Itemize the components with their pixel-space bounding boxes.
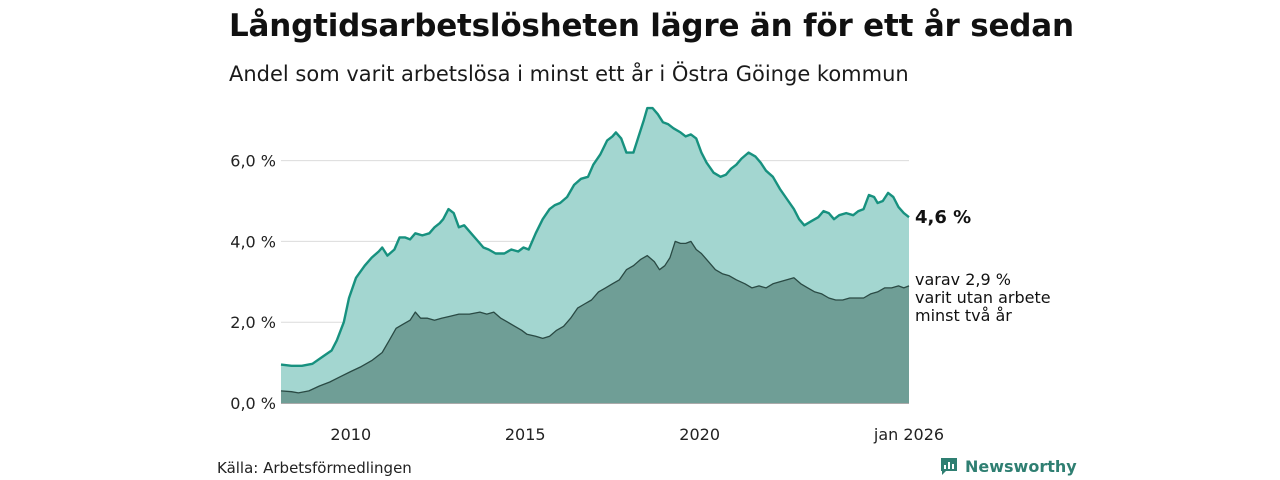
chart-title: Långtidsarbetslösheten lägre än för ett … — [229, 8, 1074, 44]
newsworthy-logo-icon — [941, 458, 957, 475]
chart-areas — [280, 106, 910, 403]
long-value-label-line: varav 2,9 % — [915, 270, 1011, 289]
series-area-long — [281, 241, 909, 403]
series-line-long — [280, 240, 910, 394]
y-axis-ticks: 0,0 % 2,0 % 4,0 % 6,0 % — [230, 152, 276, 413]
x-tick-label: 2010 — [330, 425, 371, 444]
x-tick-label: jan 2026 — [873, 425, 944, 444]
y-tick-label: 2,0 % — [230, 313, 276, 332]
x-tick-label: 2020 — [679, 425, 720, 444]
series-line-total — [280, 106, 910, 367]
long-value-label-line: varit utan arbete — [915, 288, 1051, 307]
y-tick-label: 0,0 % — [230, 394, 276, 413]
long-value-label-line: minst två år — [915, 306, 1012, 325]
y-tick-label: 6,0 % — [230, 152, 276, 171]
source-note: Källa: Arbetsförmedlingen — [217, 459, 412, 477]
total-value-label: 4,6 % — [915, 207, 971, 228]
chart-subtitle: Andel som varit arbetslösa i minst ett å… — [229, 62, 909, 86]
x-tick-label: 2015 — [505, 425, 546, 444]
y-tick-label: 4,0 % — [230, 232, 276, 251]
x-axis-ticks: 2010 2015 2020 jan 2026 — [330, 425, 944, 444]
brand-logo[interactable]: Newsworthy — [939, 456, 1077, 476]
brand-name: Newsworthy — [965, 456, 1077, 476]
